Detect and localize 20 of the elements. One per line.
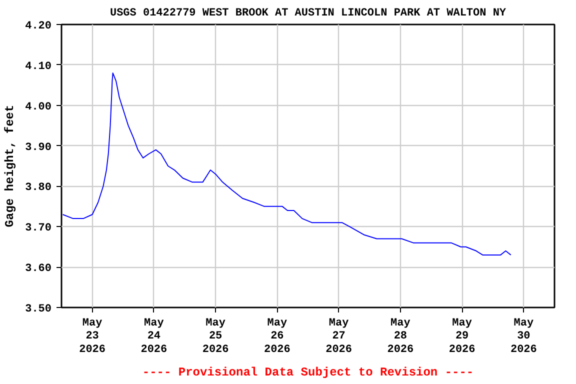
y-tick-label: 3.60 — [25, 263, 52, 276]
y-tick-label: 4.10 — [25, 60, 52, 73]
y-tick-label: 3.50 — [25, 304, 52, 316]
x-tick-label: May 26 2026 — [264, 318, 290, 356]
y-axis-title: Gage height, feet — [3, 104, 18, 228]
x-tick-label: May 25 2026 — [202, 318, 229, 356]
x-tick-label: May 27 2026 — [326, 318, 352, 356]
y-tick-label: 4.20 — [25, 20, 52, 32]
x-tick-label: May 24 2026 — [140, 318, 168, 356]
x-tick-label: May 29 2026 — [448, 318, 476, 356]
line-series — [62, 72, 512, 256]
chart-title: USGS 01422779 WEST BROOK AT AUSTIN LINCOLN PARK AT WALTON NY — [110, 8, 506, 20]
x-tick-label: May 23 2026 — [79, 318, 106, 356]
y-tick-label: 3.70 — [25, 222, 52, 235]
x-tick-label: May 30 2026 — [510, 318, 537, 356]
x-tick-label: May 28 2026 — [387, 318, 414, 356]
y-tick-label: 4.00 — [25, 101, 52, 114]
y-tick-label: 3.90 — [25, 142, 52, 154]
y-tick-label: 3.80 — [25, 182, 52, 194]
text: ---- Provisional Data Subject to Revision ---- — [142, 366, 474, 380]
